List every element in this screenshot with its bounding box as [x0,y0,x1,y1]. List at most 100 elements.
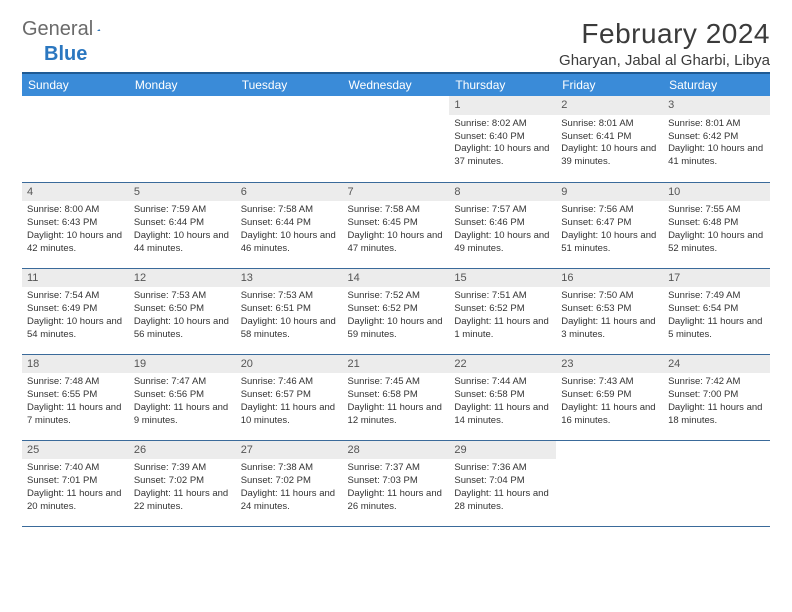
day-body: Sunrise: 7:55 AMSunset: 6:48 PMDaylight:… [663,201,770,259]
sunset-line: Sunset: 6:50 PM [134,303,231,316]
calendar-day-cell: 11Sunrise: 7:54 AMSunset: 6:49 PMDayligh… [22,268,129,354]
day-number: 16 [556,269,663,288]
daylight-line: Daylight: 11 hours and 28 minutes. [454,488,551,514]
sunset-line: Sunset: 6:58 PM [454,389,551,402]
daylight-line: Daylight: 11 hours and 12 minutes. [348,402,445,428]
calendar-table: SundayMondayTuesdayWednesdayThursdayFrid… [22,72,770,527]
day-body: Sunrise: 7:56 AMSunset: 6:47 PMDaylight:… [556,201,663,259]
day-number: 8 [449,183,556,202]
sunset-line: Sunset: 6:43 PM [27,217,124,230]
weekday-header: Saturday [663,73,770,96]
day-number: 11 [22,269,129,288]
daylight-line: Daylight: 11 hours and 22 minutes. [134,488,231,514]
daylight-line: Daylight: 10 hours and 44 minutes. [134,230,231,256]
daylight-line: Daylight: 11 hours and 14 minutes. [454,402,551,428]
day-body: Sunrise: 7:38 AMSunset: 7:02 PMDaylight:… [236,459,343,517]
day-number: 4 [22,183,129,202]
day-number: 2 [556,96,663,115]
calendar-body: 1Sunrise: 8:02 AMSunset: 6:40 PMDaylight… [22,96,770,526]
calendar-day-cell: 29Sunrise: 7:36 AMSunset: 7:04 PMDayligh… [449,440,556,526]
title-block: February 2024 Gharyan, Jabal al Gharbi, … [559,18,770,69]
calendar-day-cell: 15 Sunrise: 7:51 AMSunset: 6:52 PMDayligh… [449,268,556,354]
day-number: 12 [129,269,236,288]
sunrise-line: Sunrise: 7:42 AM [668,376,765,389]
day-body: Sunrise: 7:57 AMSunset: 6:46 PMDaylight:… [449,201,556,259]
calendar-day-cell: 5Sunrise: 7:59 AMSunset: 6:44 PMDaylight… [129,182,236,268]
day-body: Sunrise: 7:53 AMSunset: 6:51 PMDaylight:… [236,287,343,345]
day-number: 25 [22,441,129,460]
calendar-day-cell: 2Sunrise: 8:01 AMSunset: 6:41 PMDaylight… [556,96,663,182]
day-number: 18 [22,355,129,374]
day-number: 5 [129,183,236,202]
calendar-day-cell: 4Sunrise: 8:00 AMSunset: 6:43 PMDaylight… [22,182,129,268]
weekday-header: Tuesday [236,73,343,96]
daylight-line: Daylight: 11 hours and 26 minutes. [348,488,445,514]
calendar-empty-cell [343,96,450,182]
day-body: Sunrise: 7:39 AMSunset: 7:02 PMDaylight:… [129,459,236,517]
sunset-line: Sunset: 6:45 PM [348,217,445,230]
sunset-line: Sunset: 6:58 PM [348,389,445,402]
sunset-line: Sunset: 6:48 PM [668,217,765,230]
sunset-line: Sunset: 6:52 PM [454,303,551,316]
calendar-week-row: 25Sunrise: 7:40 AMSunset: 7:01 PMDayligh… [22,440,770,526]
day-number: 21 [343,355,450,374]
calendar-day-cell: 16Sunrise: 7:50 AMSunset: 6:53 PMDayligh… [556,268,663,354]
day-body: Sunrise: 7:37 AMSunset: 7:03 PMDaylight:… [343,459,450,517]
weekday-header: Wednesday [343,73,450,96]
daylight-line: Daylight: 11 hours and 24 minutes. [241,488,338,514]
sunrise-line: Sunrise: 7:40 AM [27,462,124,475]
daylight-line: Daylight: 10 hours and 54 minutes. [27,316,124,342]
daylight-line: Daylight: 11 hours and 5 minutes. [668,316,765,342]
month-title: February 2024 [559,18,770,50]
day-number: 15 [449,269,556,288]
daylight-line: Daylight: 10 hours and 42 minutes. [27,230,124,256]
calendar-day-cell: 18Sunrise: 7:48 AMSunset: 6:55 PMDayligh… [22,354,129,440]
day-number: 13 [236,269,343,288]
calendar-week-row: 1Sunrise: 8:02 AMSunset: 6:40 PMDaylight… [22,96,770,182]
daylight-line: Daylight: 10 hours and 49 minutes. [454,230,551,256]
calendar-day-cell: 28Sunrise: 7:37 AMSunset: 7:03 PMDayligh… [343,440,450,526]
daylight-line: Daylight: 10 hours and 56 minutes. [134,316,231,342]
weekday-header-row: SundayMondayTuesdayWednesdayThursdayFrid… [22,73,770,96]
sunrise-line: Sunrise: 7:39 AM [134,462,231,475]
day-body: Sunrise: 7:58 AMSunset: 6:45 PMDaylight:… [343,201,450,259]
day-body: Sunrise: 8:01 AMSunset: 6:41 PMDaylight:… [556,115,663,173]
day-number: 20 [236,355,343,374]
sunrise-line: Sunrise: 7:51 AM [454,290,551,303]
calendar-day-cell: 7Sunrise: 7:58 AMSunset: 6:45 PMDaylight… [343,182,450,268]
sunset-line: Sunset: 6:47 PM [561,217,658,230]
calendar-day-cell: 12Sunrise: 7:53 AMSunset: 6:50 PMDayligh… [129,268,236,354]
weekday-header: Sunday [22,73,129,96]
calendar-day-cell: 21Sunrise: 7:45 AMSunset: 6:58 PMDayligh… [343,354,450,440]
sunset-line: Sunset: 6:52 PM [348,303,445,316]
calendar-day-cell: 14Sunrise: 7:52 AMSunset: 6:52 PMDayligh… [343,268,450,354]
daylight-line: Daylight: 10 hours and 46 minutes. [241,230,338,256]
sunset-line: Sunset: 7:04 PM [454,475,551,488]
sunrise-line: Sunrise: 7:48 AM [27,376,124,389]
day-body: Sunrise: 8:02 AMSunset: 6:40 PMDaylight:… [449,115,556,173]
day-number: 28 [343,441,450,460]
sunrise-line: Sunrise: 7:44 AM [454,376,551,389]
sunset-line: Sunset: 6:49 PM [27,303,124,316]
day-body: Sunrise: 8:00 AMSunset: 6:43 PMDaylight:… [22,201,129,259]
sunset-line: Sunset: 6:44 PM [241,217,338,230]
day-number: 9 [556,183,663,202]
daylight-line: Daylight: 10 hours and 59 minutes. [348,316,445,342]
daylight-line: Daylight: 11 hours and 1 minute. [454,316,551,342]
calendar-day-cell: 13Sunrise: 7:53 AMSunset: 6:51 PMDayligh… [236,268,343,354]
calendar-empty-cell [129,96,236,182]
calendar-day-cell: 22Sunrise: 7:44 AMSunset: 6:58 PMDayligh… [449,354,556,440]
sunrise-line: Sunrise: 7:46 AM [241,376,338,389]
daylight-line: Daylight: 10 hours and 41 minutes. [668,143,765,169]
sunset-line: Sunset: 6:42 PM [668,131,765,144]
weekday-header: Thursday [449,73,556,96]
day-number: 27 [236,441,343,460]
day-body: Sunrise: 7:49 AMSunset: 6:54 PMDaylight:… [663,287,770,345]
calendar-day-cell: 24Sunrise: 7:42 AMSunset: 7:00 PMDayligh… [663,354,770,440]
sunset-line: Sunset: 6:55 PM [27,389,124,402]
day-number: 3 [663,96,770,115]
day-number: 6 [236,183,343,202]
calendar-empty-cell [22,96,129,182]
sunrise-line: Sunrise: 7:43 AM [561,376,658,389]
calendar-day-cell: 26Sunrise: 7:39 AMSunset: 7:02 PMDayligh… [129,440,236,526]
